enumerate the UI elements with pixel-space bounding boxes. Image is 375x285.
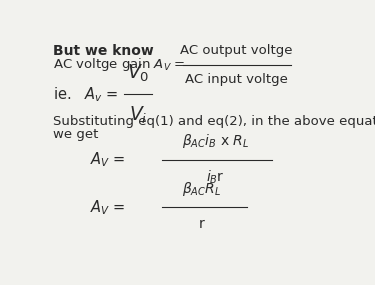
Text: Substituting eq(1) and eq(2), in the above equation: Substituting eq(1) and eq(2), in the abo…	[53, 115, 375, 128]
Text: ie.   $A_v$ =: ie. $A_v$ =	[53, 85, 118, 104]
Text: $V_i$: $V_i$	[129, 104, 147, 126]
Text: $\beta_{AC}i_B$ x $R_L$: $\beta_{AC}i_B$ x $R_L$	[182, 133, 249, 150]
Text: $A_V$ =: $A_V$ =	[90, 198, 125, 217]
Text: $i_B$r: $i_B$r	[207, 169, 225, 186]
Text: we get: we get	[53, 128, 99, 141]
Text: But we know: But we know	[53, 44, 154, 58]
Text: AC input voltge: AC input voltge	[185, 74, 288, 86]
Text: AC output voltge: AC output voltge	[180, 44, 293, 56]
Text: $\beta_{AC}R_L$: $\beta_{AC}R_L$	[182, 180, 222, 198]
Text: r: r	[199, 217, 205, 231]
Text: $V_0$: $V_0$	[127, 63, 150, 84]
Text: AC voltge gain $A_V$ =: AC voltge gain $A_V$ =	[53, 56, 186, 74]
Text: $A_V$ =: $A_V$ =	[90, 150, 125, 169]
